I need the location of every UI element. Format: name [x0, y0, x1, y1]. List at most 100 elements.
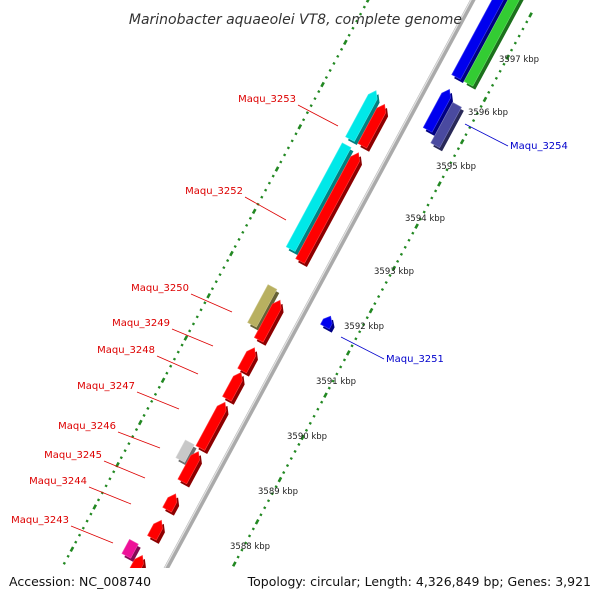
inner-tick [293, 449, 297, 453]
inner-tick [528, 12, 533, 18]
outer-tick [286, 146, 290, 150]
outer-tick [165, 371, 169, 375]
gene-maqu-3246 [175, 439, 197, 466]
gene-label-maqu-3245: Maqu_3245 [44, 450, 102, 461]
kbp-tick-label: 3591 kbp [316, 377, 356, 387]
outer-tick [233, 244, 237, 249]
outer-tick [313, 97, 317, 101]
inner-tick [236, 555, 240, 559]
outer-tick [271, 174, 275, 178]
inner-tick [407, 238, 411, 242]
inner-tick [384, 280, 388, 285]
inner-tick [456, 147, 460, 151]
outer-tick [127, 442, 131, 446]
gene-label-maqu-3243: Maqu_3243 [11, 515, 69, 526]
gene-maqu-3254 [430, 102, 464, 152]
outer-tick [157, 385, 161, 389]
outer-tick [324, 75, 328, 80]
outer-tick [85, 519, 89, 523]
outer-tick [365, 0, 370, 3]
outer-tick [137, 419, 143, 426]
inner-tick [270, 492, 274, 496]
genome-backbone [163, 0, 476, 568]
outer-tick [112, 470, 116, 474]
kbp-tick-label: 3595 kbp [436, 162, 476, 172]
leader-line [340, 336, 385, 360]
inner-tick [361, 323, 366, 327]
inner-tick [342, 358, 347, 362]
outer-tick [183, 335, 189, 341]
inner-tick [323, 392, 328, 398]
outer-tick [119, 456, 123, 460]
gene-features [121, 0, 524, 568]
gene-label-maqu-3250: Maqu_3250 [131, 283, 189, 294]
inner-tick [373, 302, 377, 306]
outer-tick [351, 26, 355, 30]
inner-tick [266, 499, 271, 503]
inner-tick [331, 379, 335, 383]
gene-blue-top [451, 0, 508, 84]
inner-tick [320, 400, 324, 404]
inner-tick [521, 27, 525, 31]
outer-tick [180, 343, 184, 347]
inner-tick [277, 476, 283, 483]
accession-text: Accession: NC_008740 [9, 574, 151, 589]
inner-tick [230, 570, 231, 572]
inner-tick [300, 434, 306, 441]
leader-line [171, 328, 214, 347]
inner-tick [391, 265, 397, 272]
outer-tick [210, 287, 215, 291]
inner-tick [475, 111, 479, 116]
gene-label-maqu-3253: Maqu_3253 [238, 94, 296, 105]
outer-tick [274, 166, 280, 172]
gene-maqu-3249 [253, 299, 284, 346]
leader-line [70, 525, 114, 544]
inner-tick [396, 259, 400, 263]
inner-tick [445, 168, 449, 172]
inner-tick [226, 577, 227, 579]
outer-tick [96, 498, 101, 502]
outer-tick-track [62, 0, 370, 565]
outer-tick [134, 428, 139, 432]
inner-tick [285, 464, 290, 468]
leader-line [464, 123, 509, 147]
gene-maqu-3248 [237, 347, 258, 377]
inner-tick [459, 138, 465, 145]
inner-tick [308, 421, 312, 425]
outer-tick [355, 19, 359, 23]
gene-maqu-3252b [295, 152, 362, 267]
outer-tick [302, 118, 306, 122]
gene-maqu-3253b [357, 103, 389, 152]
inner-tick [502, 62, 506, 66]
inner-tick [453, 154, 457, 158]
inner-tick [297, 442, 301, 446]
inner-tick [464, 133, 468, 137]
outer-tick [195, 315, 199, 319]
outer-tick [191, 322, 196, 326]
inner-tick [254, 519, 260, 525]
leader-line [156, 355, 199, 375]
outer-tick [362, 5, 366, 9]
gene-maqu-3243 [121, 538, 141, 562]
gene-maqu-3250 [247, 284, 280, 331]
gene-label-maqu-3248: Maqu_3248 [97, 345, 155, 356]
kbp-tick-label: 3588 kbp [230, 542, 270, 552]
inner-tick [498, 69, 502, 73]
outer-tick [332, 61, 336, 65]
inner-tick [365, 316, 369, 320]
gene-maqu-3253 [345, 90, 380, 146]
inner-tick [437, 181, 442, 187]
inner-tick [231, 561, 237, 567]
inner-tick [441, 175, 445, 179]
inner-tick [240, 548, 244, 552]
leader-line [244, 196, 287, 221]
gene-label-maqu-3244: Maqu_3244 [29, 476, 87, 487]
outer-tick [146, 406, 150, 410]
outer-tick [69, 546, 75, 553]
outer-tick [283, 153, 287, 157]
outer-tick [305, 111, 309, 115]
inner-tick [411, 231, 415, 235]
inner-tick [222, 584, 223, 586]
label-leader-lines [70, 104, 509, 544]
inner-tick [244, 541, 248, 545]
